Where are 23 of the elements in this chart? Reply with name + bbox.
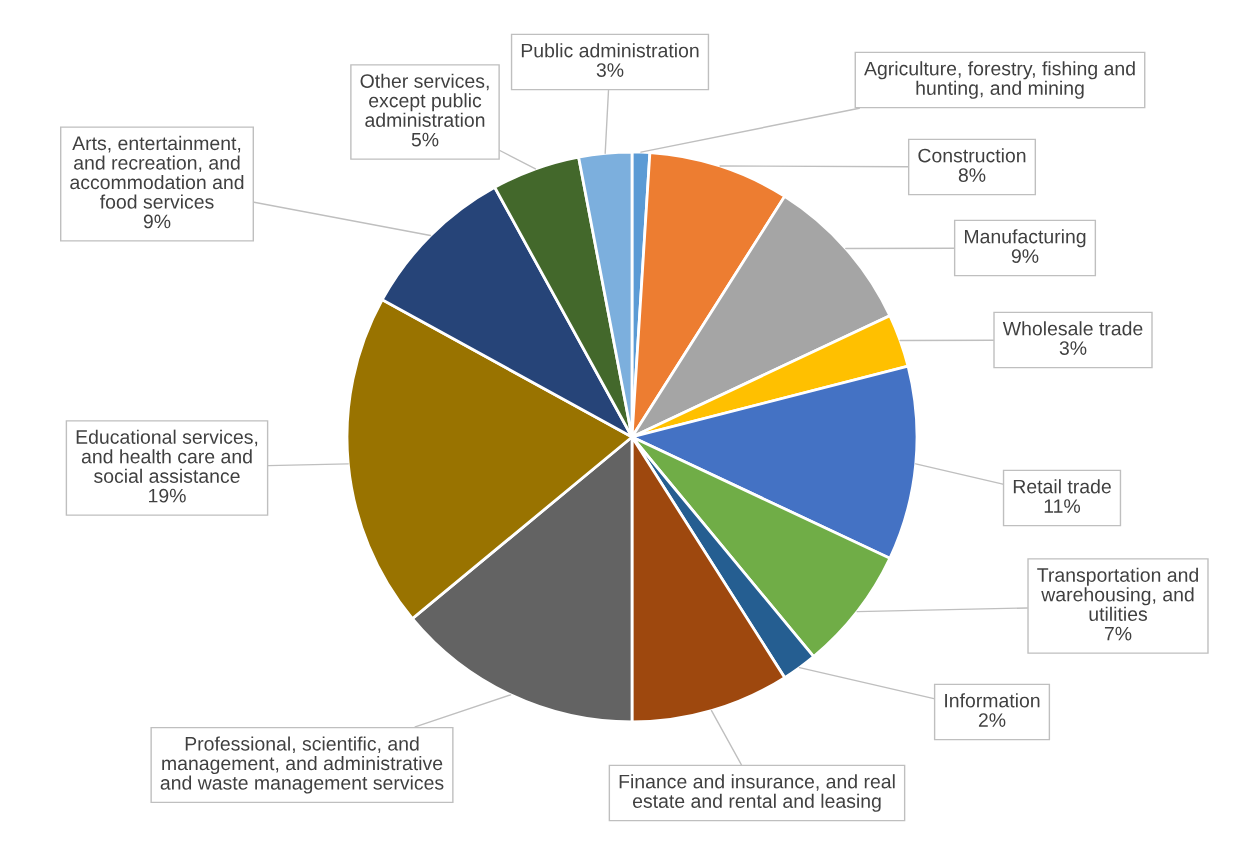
slice-label: Wholesale trade <box>1002 321 1143 336</box>
slice-label: Educational services, and health care and social assistance <box>76 429 258 483</box>
data-label: 3% <box>596 63 624 77</box>
data-label: 3% <box>1059 341 1087 355</box>
data-label: 8% <box>958 168 986 182</box>
data-label: 11% <box>1044 499 1081 513</box>
slice-label: Retail trade <box>1013 479 1111 494</box>
slice-label: Construction <box>918 148 1026 163</box>
slice-label: Arts, entertainment, and recreation, and accommodation and food services <box>70 135 244 209</box>
data-label: 2% <box>978 713 1006 727</box>
data-label: 19% <box>149 488 186 503</box>
slice-label: Other services, except public administration <box>360 73 489 127</box>
slice-label: Finance and insurance, and real estate and rental and leasing <box>619 774 895 812</box>
slice-label: Professional, scientific, and management, and administrative and waste management services <box>160 736 444 794</box>
slice-label: Public administration <box>521 43 699 58</box>
slice-label: Information <box>945 693 1040 708</box>
data-label: 9% <box>143 214 171 229</box>
data-label: 5% <box>411 132 439 147</box>
data-label: 7% <box>1104 626 1132 641</box>
data-label: 9% <box>1011 249 1039 263</box>
slice-label: Transportation and warehousing, and utilities <box>1037 567 1198 621</box>
slice-label: Manufacturing <box>964 229 1086 248</box>
slice-label: Agriculture, forestry, fishing and hunting, and mining <box>864 61 1135 99</box>
